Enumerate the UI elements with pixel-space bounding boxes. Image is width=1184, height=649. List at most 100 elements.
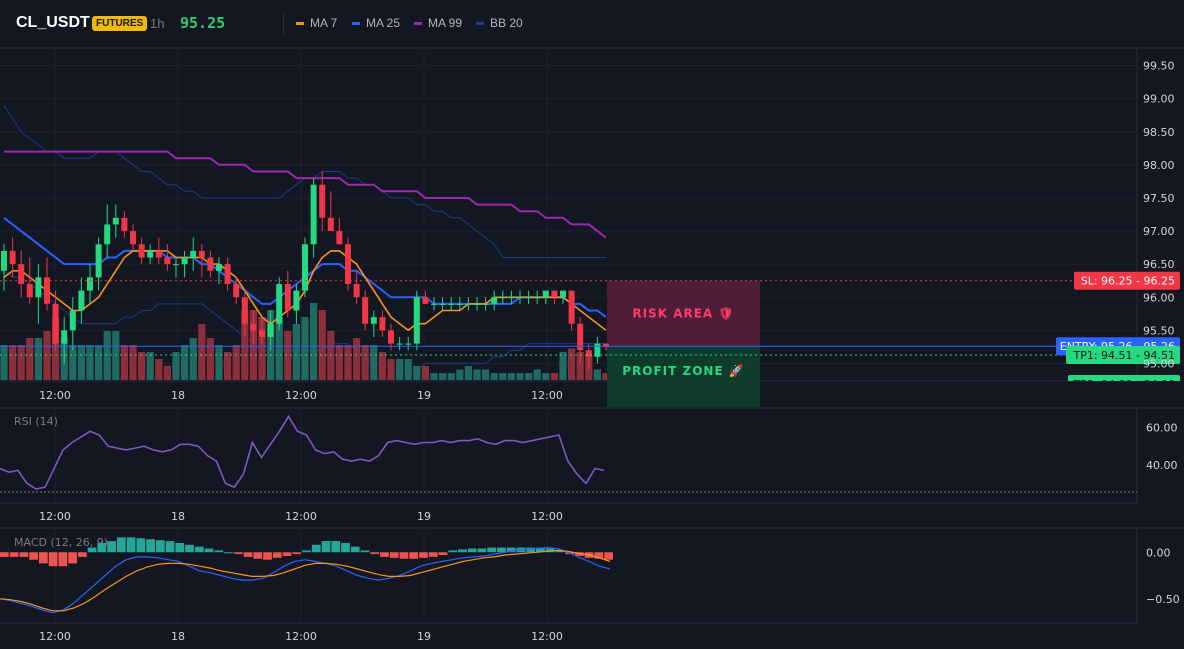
- macd-histogram-bar: [360, 550, 370, 553]
- macd-histogram-bar: [458, 549, 467, 553]
- macd-histogram-bar: [263, 552, 272, 560]
- macd-histogram-bar: [448, 550, 458, 553]
- time-tick-label: 12:00: [531, 389, 563, 402]
- volume-bar: [301, 317, 309, 380]
- time-tick-label: 12:00: [39, 389, 71, 402]
- rsi-tick-label: 60.00: [1146, 422, 1178, 435]
- candle-body: [276, 284, 283, 324]
- candle-body: [465, 303, 472, 305]
- macd-histogram-bar: [292, 552, 302, 555]
- volume-bar: [490, 373, 498, 380]
- futures-badge: FUTURES: [92, 16, 148, 31]
- time-axis: 12:00 18 12:00 19 12:00 12:00 18 12:00 19 12:00 12…: [39, 389, 563, 643]
- bb-upper-line: [3, 105, 606, 258]
- candle-body: [379, 317, 386, 331]
- volume-bar: [258, 317, 266, 380]
- macd-line: [0, 546, 611, 614]
- legend-swatch-icon: [352, 21, 360, 25]
- volume-bar: [353, 338, 361, 380]
- price-tick-label: 95.50: [1143, 324, 1175, 337]
- rsi-panel: RSI (14) 60.00 40.00: [0, 414, 1178, 493]
- macd-histogram-bar: [48, 552, 58, 567]
- macd-histogram-bar: [497, 547, 506, 553]
- price-tick-label: 97.00: [1143, 225, 1175, 238]
- candle-body: [474, 303, 480, 305]
- take-profit-2-tag-bg: [1068, 375, 1180, 381]
- macd-histogram-bar: [243, 552, 253, 557]
- volume-bar: [361, 345, 369, 380]
- time-tick-label: 18: [171, 510, 185, 523]
- volume-bar: [138, 352, 146, 380]
- macd-histogram-bar: [136, 538, 146, 553]
- volume-bar: [77, 345, 85, 380]
- candle-body: [104, 224, 111, 245]
- candle-body: [482, 303, 489, 305]
- header-divider: [283, 14, 284, 34]
- macd-histogram-bar: [545, 548, 555, 553]
- macd-histogram-bar: [58, 552, 68, 567]
- volume-bar: [413, 366, 421, 380]
- volume-bar: [507, 373, 515, 380]
- legend-bb20[interactable]: BB 20: [476, 16, 523, 30]
- macd-histogram-bar: [555, 550, 565, 553]
- legend-ma7[interactable]: MA 7: [296, 16, 337, 30]
- volume-bar: [17, 345, 25, 380]
- volume-bar: [163, 366, 171, 380]
- volume-bar: [198, 324, 206, 380]
- macd-histogram-bar: [311, 544, 321, 553]
- volume-bar: [189, 338, 197, 380]
- volume-bar: [310, 303, 318, 380]
- price-axis[interactable]: 99.50 99.00 98.50 98.00 97.50 97.00 96.50 96.00…: [1143, 60, 1175, 371]
- macd-histogram-bar: [253, 552, 263, 559]
- volume-bar: [542, 373, 550, 380]
- macd-histogram-bar: [282, 552, 292, 556]
- macd-histogram-bar: [29, 552, 38, 560]
- macd-histogram-bar: [350, 546, 360, 553]
- macd-histogram-bar: [487, 547, 497, 553]
- price-tick-label: 98.00: [1143, 159, 1175, 172]
- symbol-name[interactable]: CL_USDT: [16, 14, 90, 31]
- legend-ma25[interactable]: MA 25: [352, 16, 400, 30]
- macd-histogram-bar: [233, 552, 243, 555]
- legend-label: BB 20: [490, 16, 523, 30]
- price-tick-label: 96.00: [1143, 291, 1175, 304]
- candle-body: [310, 184, 317, 245]
- candle-body: [594, 343, 601, 357]
- candle-body: [370, 317, 377, 324]
- candle-body: [577, 323, 584, 351]
- volume-bar: [464, 366, 472, 380]
- candle-body: [456, 303, 463, 305]
- candle-body: [26, 284, 33, 298]
- macd-histogram-bar: [0, 552, 9, 557]
- volume-bar: [0, 345, 8, 380]
- macd-histogram-bar: [155, 540, 165, 553]
- candle-body: [508, 297, 515, 299]
- time-tick-label: 12:00: [531, 510, 563, 523]
- candle-body: [396, 343, 403, 345]
- macd-histogram-bar: [126, 537, 136, 553]
- candle-body: [345, 244, 351, 285]
- price-tick-label: 95.00: [1143, 357, 1175, 370]
- candle-body: [1, 250, 7, 271]
- macd-histogram-bar: [224, 552, 233, 554]
- candle-body: [560, 290, 566, 298]
- candle-body: [138, 244, 145, 258]
- time-tick-label: 12:00: [39, 630, 71, 643]
- macd-histogram-bar: [19, 552, 29, 557]
- candle-body: [44, 277, 50, 304]
- legend-ma99[interactable]: MA 99: [414, 16, 462, 30]
- volume-bar: [404, 359, 412, 380]
- macd-histogram-bar: [594, 552, 604, 559]
- candle-body: [336, 231, 343, 245]
- macd-histogram-bar: [77, 552, 87, 557]
- macd-histogram-bar: [185, 544, 194, 553]
- time-tick-label: 18: [171, 630, 185, 643]
- volume-bar: [576, 352, 584, 380]
- candle-body: [190, 250, 197, 258]
- volume-bar: [9, 345, 17, 380]
- volume-bars: [0, 303, 610, 380]
- timeframe-selector[interactable]: 1h: [150, 16, 165, 31]
- candle-body: [224, 264, 231, 285]
- candle-body: [35, 277, 42, 298]
